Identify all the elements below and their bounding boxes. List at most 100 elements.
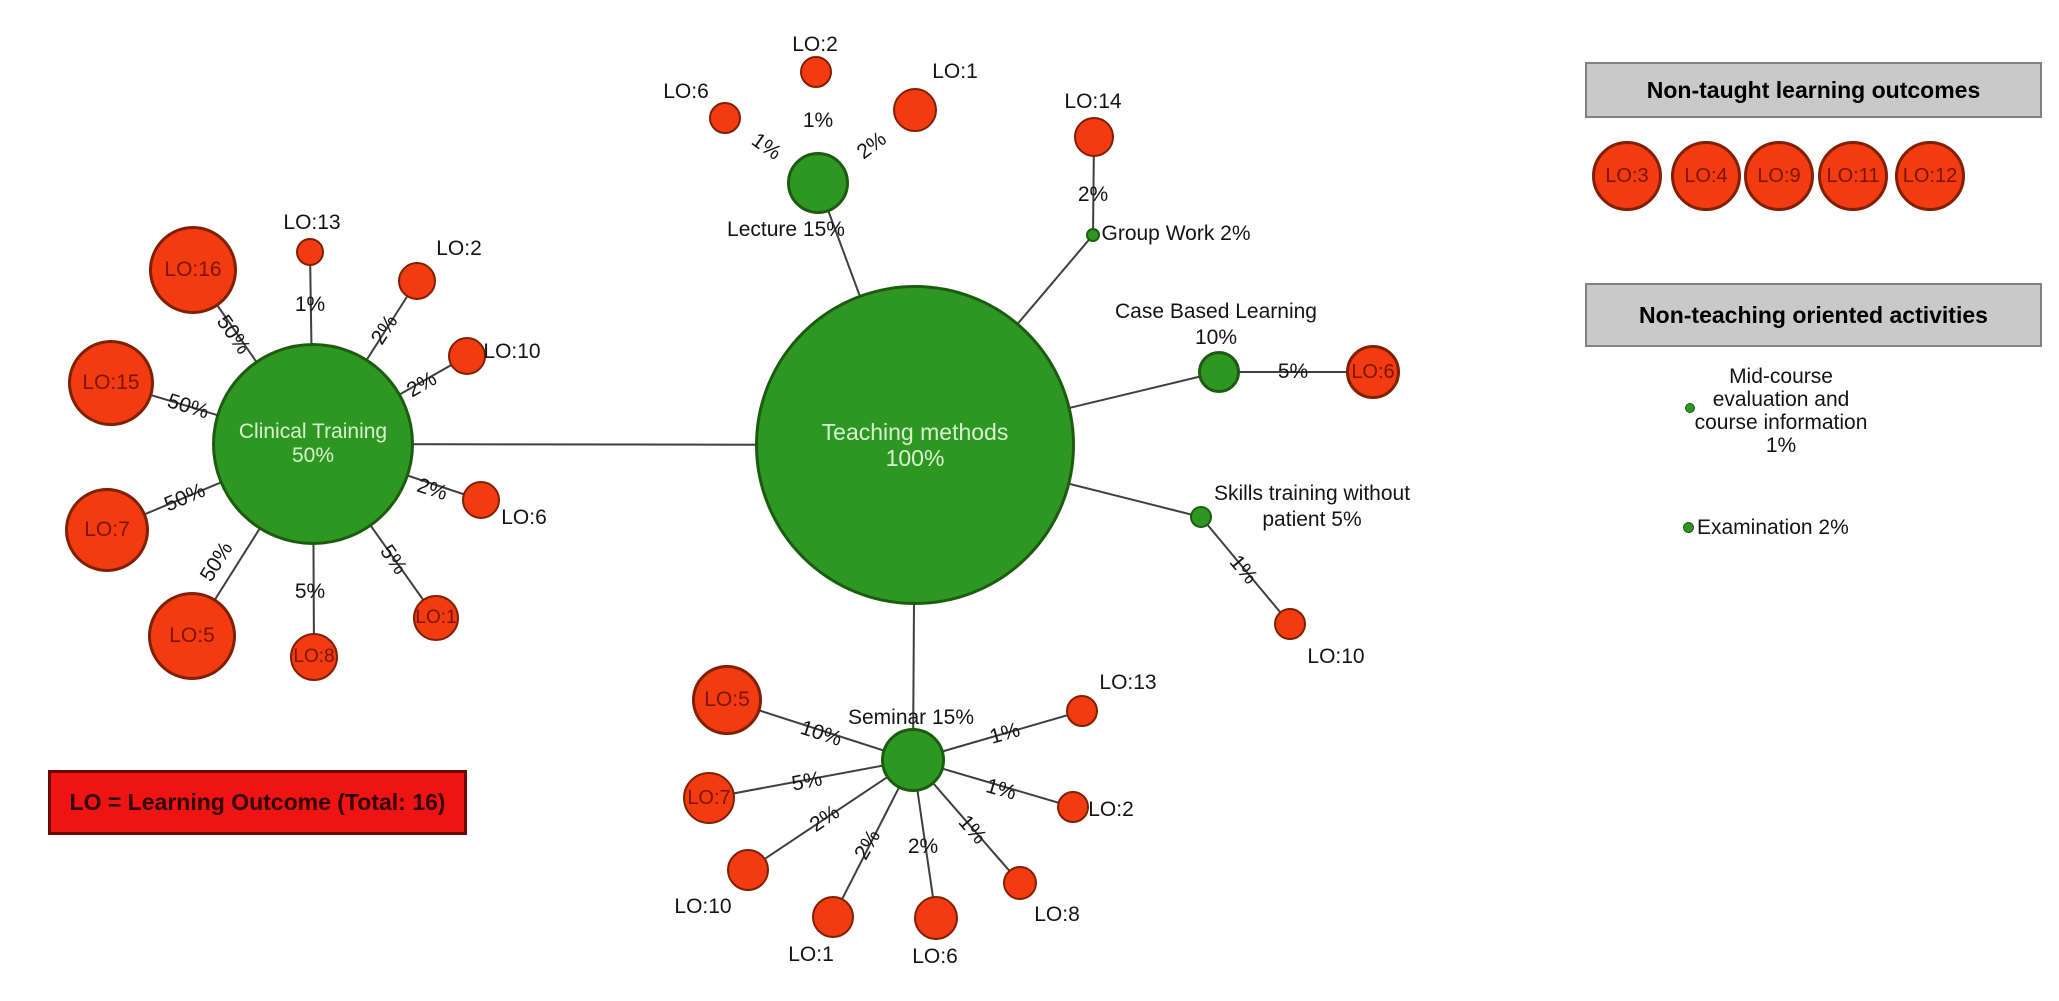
- clinical-training-node: Clinical Training 50%: [212, 343, 414, 545]
- case-based-learning-pct: 10%: [1194, 326, 1238, 349]
- lo-label: LO:1: [415, 607, 457, 629]
- lo-node-seminar-lo6: [914, 896, 958, 940]
- edge-weight-label: 1%: [294, 293, 326, 316]
- lo-label: LO:10: [674, 895, 732, 918]
- lo-label: LO:10: [1307, 645, 1365, 668]
- lo-label: LO:16: [164, 257, 222, 281]
- lo-label: LO:12: [1902, 164, 1958, 187]
- lo-node-seminar-lo13: [1066, 695, 1098, 727]
- case-based-learning-node: [1198, 351, 1240, 393]
- lo-label: LO:15: [82, 370, 140, 394]
- edge-weight-label: 1%: [802, 109, 834, 132]
- case-based-learning-title: Case Based Learning: [1115, 300, 1317, 323]
- lo-label: LO:6: [663, 80, 709, 103]
- lo-label: LO:8: [1034, 903, 1080, 926]
- lo-label: LO:13: [1099, 671, 1157, 694]
- lo-label: LO:6: [912, 945, 958, 968]
- edge-weight-label: 2%: [907, 835, 939, 858]
- lo-label: LO:2: [792, 33, 838, 56]
- lo-node-lecture-lo1: [893, 88, 937, 132]
- lo-label: LO:6: [501, 506, 547, 529]
- skills-training-pct: patient 5%: [1262, 508, 1362, 531]
- lo-label: LO:10: [483, 340, 541, 363]
- lo-node-lecture-lo2: [800, 56, 832, 88]
- lo-node-clinical-lo16: LO:16: [149, 226, 237, 314]
- lo-node-nontaught-lo3: LO:3: [1592, 141, 1662, 211]
- case-based-learning-label: Case Based Learning 10%: [1115, 299, 1317, 351]
- non-teaching-header: Non-teaching oriented activities: [1585, 283, 2042, 347]
- mid-course-label: Mid-course evaluation and course informa…: [1695, 365, 1868, 457]
- lo-node-seminar-lo8: [1003, 866, 1037, 900]
- lo-node-groupwork-lo14: [1074, 117, 1114, 157]
- edge-weight-label: 5%: [294, 580, 326, 603]
- non-taught-title: Non-taught learning outcomes: [1646, 76, 1981, 103]
- lo-node-nontaught-lo12: LO:12: [1895, 141, 1965, 211]
- seminar-label: Seminar 15%: [847, 706, 975, 729]
- lo-label: LO:2: [436, 237, 482, 260]
- lo-node-nontaught-lo4: LO:4: [1671, 141, 1741, 211]
- lo-node-clinical-lo2: [398, 262, 436, 300]
- clinical-training-label: Clinical Training 50%: [238, 419, 388, 467]
- lo-node-nontaught-lo9: LO:9: [1744, 141, 1814, 211]
- group-work-label: Group Work 2%: [1101, 222, 1251, 245]
- lo-label: LO:7: [84, 517, 130, 541]
- lo-node-lecture-lo6: [709, 102, 741, 134]
- legend-box: LO = Learning Outcome (Total: 16): [48, 770, 467, 835]
- seminar-node: [881, 728, 945, 792]
- lo-label: LO:13: [283, 211, 341, 234]
- edge-line: [1200, 516, 1291, 625]
- lo-node-clinical-lo1: LO:1: [413, 595, 459, 641]
- lo-node-skills-lo10: [1274, 608, 1306, 640]
- lo-node-seminar-lo10: [727, 849, 769, 891]
- lo-node-clinical-lo5: LO:5: [148, 592, 236, 680]
- mid-course-line: 1%: [1765, 434, 1797, 457]
- mid-course-line: Mid-course: [1729, 365, 1833, 388]
- teaching-methods-label: Teaching methods: [821, 418, 1009, 445]
- lo-label: LO:6: [1351, 360, 1395, 383]
- lo-label: LO:5: [704, 687, 750, 711]
- lo-label: LO:3: [1605, 164, 1649, 187]
- lo-node-clinical-lo10: [448, 337, 486, 375]
- lo-node-clinical-lo7: LO:7: [65, 488, 149, 572]
- mid-course-line: evaluation and: [1712, 388, 1850, 411]
- edge-line: [747, 759, 914, 871]
- lo-node-seminar-lo2: [1057, 791, 1089, 823]
- skills-training-title: Skills training without: [1213, 482, 1411, 505]
- edge-weight-label: 5%: [1277, 360, 1309, 383]
- lo-label: LO:1: [788, 943, 834, 966]
- lo-label: LO:7: [687, 786, 731, 809]
- lo-label: LO:2: [1088, 798, 1134, 821]
- lo-node-seminar-lo7: LO:7: [683, 772, 735, 824]
- lo-node-clinical-lo15: LO:15: [68, 340, 154, 426]
- non-taught-header: Non-taught learning outcomes: [1585, 62, 2042, 118]
- teaching-methods-pct: 100%: [885, 445, 945, 471]
- lo-node-nontaught-lo11: LO:11: [1818, 141, 1888, 211]
- lo-node-clinical-lo13: [296, 238, 324, 266]
- lo-node-cbl-lo6: LO:6: [1346, 345, 1400, 399]
- mid-course-dot: [1685, 403, 1695, 413]
- group-work-node: [1086, 228, 1100, 242]
- lo-label: LO:4: [1684, 164, 1728, 187]
- lo-label: LO:14: [1064, 90, 1122, 113]
- teaching-methods-node: Teaching methods 100%: [755, 285, 1075, 605]
- lecture-label: Lecture 15%: [727, 218, 845, 241]
- legend-text: LO = Learning Outcome (Total: 16): [69, 789, 446, 815]
- lo-label: LO:5: [169, 623, 215, 647]
- lo-node-clinical-lo8: LO:8: [290, 633, 338, 681]
- lo-node-clinical-lo6: [462, 481, 500, 519]
- examination-dot: [1683, 522, 1694, 533]
- lo-node-seminar-lo1: [812, 896, 854, 938]
- skills-training-label: Skills training without patient 5%: [1214, 481, 1410, 533]
- mid-course-line: course information: [1694, 411, 1868, 434]
- edge-weight-label: 2%: [1077, 183, 1109, 206]
- lecture-node: [787, 152, 849, 214]
- examination-label: Examination 2%: [1697, 516, 1849, 539]
- lo-label: LO:11: [1826, 164, 1880, 187]
- lo-node-seminar-lo5: LO:5: [692, 665, 762, 735]
- edge-line: [708, 759, 914, 799]
- non-teaching-title: Non-teaching oriented activities: [1639, 301, 1988, 328]
- lo-label: LO:1: [932, 60, 978, 83]
- skills-training-node: [1190, 506, 1212, 528]
- lo-label: LO:9: [1757, 164, 1801, 187]
